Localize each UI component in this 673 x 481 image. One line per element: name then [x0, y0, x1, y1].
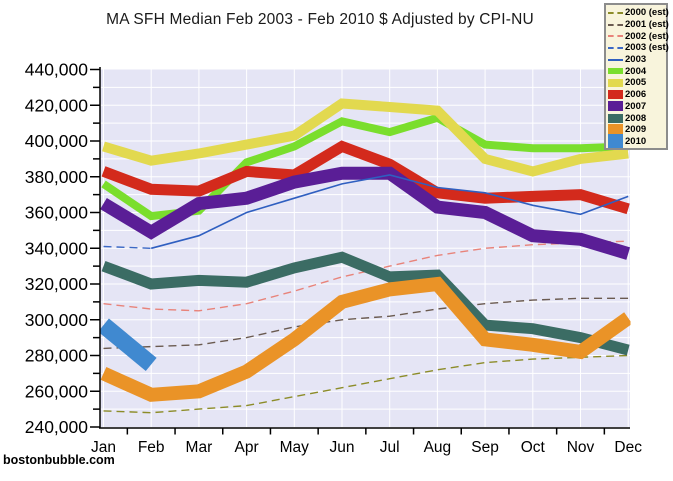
series-2009	[100, 276, 631, 402]
legend-label: 2003	[625, 54, 647, 66]
x-axis	[99, 427, 630, 435]
series-2006	[101, 140, 630, 215]
legend-label: 2003 (est)	[625, 42, 669, 54]
series-2001-est	[103, 297, 629, 350]
svg-text:320,000: 320,000	[25, 274, 89, 294]
svg-text:Sep: Sep	[471, 439, 499, 456]
legend-swatch	[608, 101, 623, 112]
svg-text:May: May	[280, 439, 310, 456]
legend-label: 2010	[625, 135, 647, 147]
legend-swatch	[608, 90, 623, 100]
legend-swatch	[608, 35, 623, 38]
legend-item-2004: 2004	[608, 65, 664, 77]
legend: 2000 (est) 2001 (est) 2002 (est) 2003 (est)…	[604, 3, 669, 151]
svg-text:Mar: Mar	[186, 439, 213, 456]
series-2003	[150, 174, 629, 250]
legend-swatch	[608, 11, 623, 14]
svg-text:Jun: Jun	[330, 439, 355, 456]
svg-text:440,000: 440,000	[25, 60, 89, 80]
legend-swatch	[608, 58, 623, 61]
legend-item-2003: 2003	[608, 54, 664, 66]
svg-text:400,000: 400,000	[25, 131, 89, 151]
svg-text:Dec: Dec	[614, 439, 642, 456]
svg-text:Apr: Apr	[235, 439, 259, 456]
svg-text:Jul: Jul	[380, 439, 400, 456]
series-2010	[99, 318, 157, 371]
legend-item-2000-est: 2000 (est)	[608, 7, 669, 19]
svg-text:380,000: 380,000	[25, 167, 89, 187]
series-2005	[102, 98, 629, 177]
legend-label: 2009	[625, 124, 647, 136]
series-2000-est	[103, 354, 629, 414]
legend-label: 2006	[625, 89, 647, 101]
legend-swatch	[608, 23, 623, 26]
svg-text:360,000: 360,000	[25, 203, 89, 223]
svg-text:240,000: 240,000	[25, 417, 89, 437]
legend-label: 2008	[625, 112, 647, 124]
svg-text:Jan: Jan	[91, 439, 116, 456]
series-2007	[100, 166, 631, 260]
y-axis	[90, 67, 101, 429]
legend-swatch	[608, 68, 623, 75]
series-group	[99, 98, 631, 414]
svg-text:Aug: Aug	[424, 439, 452, 456]
svg-text:Oct: Oct	[521, 439, 546, 456]
svg-text:Nov: Nov	[567, 439, 595, 456]
legend-item-2007: 2007	[608, 101, 664, 113]
legend-swatch	[608, 134, 623, 149]
legend-item-2001-est: 2001 (est)	[608, 19, 669, 31]
legend-swatch	[608, 113, 623, 123]
legend-label: 2002 (est)	[625, 30, 669, 42]
legend-label: 2001 (est)	[625, 19, 669, 31]
svg-text:340,000: 340,000	[25, 238, 89, 258]
legend-swatch	[608, 46, 623, 49]
legend-item-2008: 2008	[608, 112, 664, 124]
legend-label: 2000 (est)	[625, 7, 669, 19]
legend-item-2005: 2005	[608, 77, 664, 89]
legend-item-2010: 2010	[608, 134, 664, 149]
series-2003-est	[103, 245, 152, 249]
chart-title: MA SFH Median Feb 2003 - Feb 2010 $ Adju…	[106, 11, 534, 28]
legend-swatch	[608, 124, 623, 136]
svg-text:Feb: Feb	[138, 439, 165, 456]
legend-label: 2004	[625, 65, 647, 77]
legend-item-2006: 2006	[608, 89, 664, 101]
legend-item-2003-est: 2003 (est)	[608, 42, 669, 54]
svg-text:300,000: 300,000	[25, 310, 89, 330]
watermark: bostonbubble.com	[3, 453, 115, 467]
svg-text:420,000: 420,000	[25, 95, 89, 115]
legend-swatch	[608, 78, 623, 87]
svg-text:260,000: 260,000	[25, 381, 89, 401]
legend-label: 2005	[625, 77, 647, 89]
series-2008	[101, 251, 630, 356]
y-axis-labels: 240,000 260,000 280,000 300,000 320,000 340,0…	[25, 60, 89, 438]
legend-item-2009: 2009	[608, 124, 664, 136]
legend-label: 2007	[625, 100, 647, 112]
svg-text:280,000: 280,000	[25, 346, 89, 366]
x-axis-labels: Jan Feb Mar Apr May Jun Jul Aug Sep Oct Nov Dec	[91, 439, 642, 456]
legend-item-2002-est: 2002 (est)	[608, 30, 669, 42]
